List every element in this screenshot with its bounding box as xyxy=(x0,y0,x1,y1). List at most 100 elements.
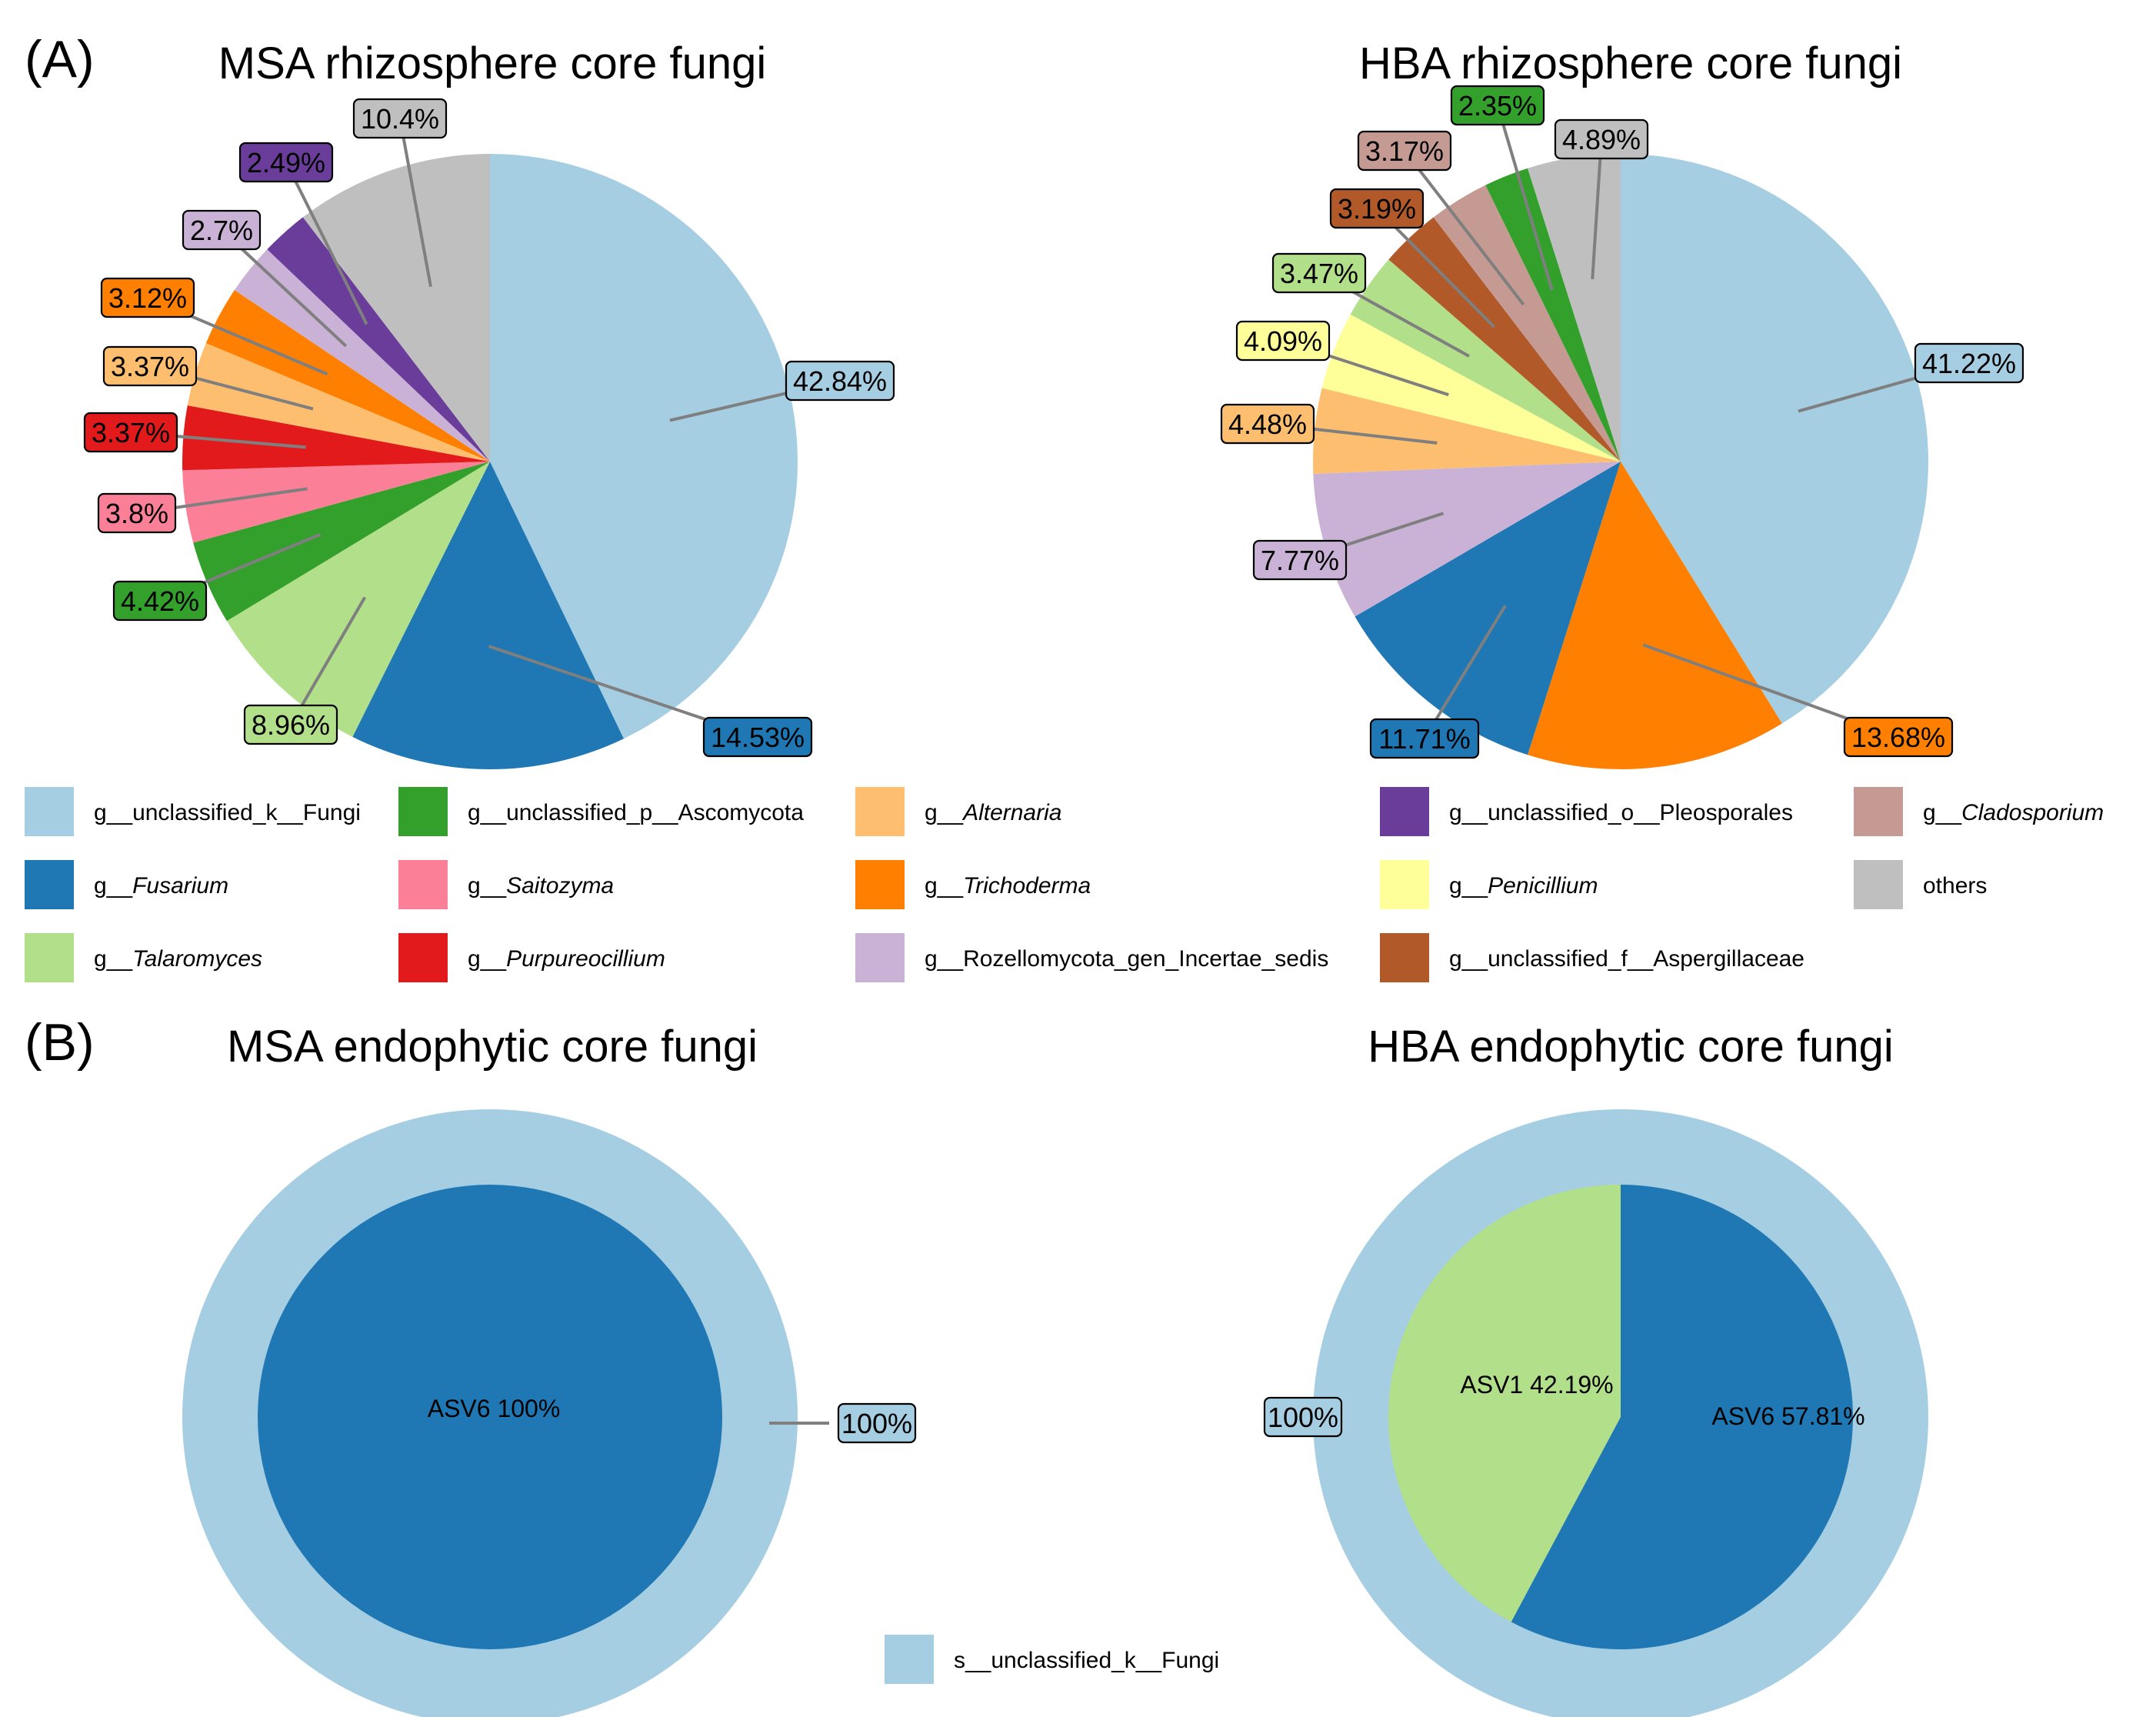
data-label-box xyxy=(112,580,208,622)
data-label: 100% xyxy=(841,1408,912,1439)
legend-item-others: others xyxy=(1854,860,1987,909)
pie-slice-g-unclassified-p-ascomycota xyxy=(193,462,490,622)
slice-label-g-rozellomycota-gen-incertae-sedis: 2.7% xyxy=(182,209,262,251)
data-label-box xyxy=(1357,130,1452,172)
data-label: 4.89% xyxy=(1562,124,1641,155)
data-label: 3.47% xyxy=(1280,258,1358,289)
pie-hba-endophytic: 100% ASV6 57.81% ASV1 42.19% xyxy=(1263,1109,1928,1717)
data-label: 3.19% xyxy=(1338,193,1416,225)
legend-label: g__Talaromyces xyxy=(94,946,262,972)
legend-item-g-talaromyces: g__Talaromyces xyxy=(25,933,262,982)
legend-swatch xyxy=(25,860,74,909)
pie-slice-g-fusarium xyxy=(352,462,624,769)
slice-label-g-trichoderma: 13.68% xyxy=(1843,716,1954,758)
chart-title-hba-rhizosphere: HBA rhizosphere core fungi xyxy=(1359,38,1902,88)
pie-slice-g-unclassified-p-ascomycota xyxy=(1485,168,1621,462)
data-label-box xyxy=(1914,342,2024,384)
slice-label-g-unclassified-f-aspergillaceae: 3.19% xyxy=(1329,188,1425,229)
inner-slice-asv6 xyxy=(1511,1185,1854,1649)
data-label: 3.37% xyxy=(92,417,170,448)
data-label-box xyxy=(785,360,895,402)
legend-swatch xyxy=(398,860,448,909)
legend-item-g-purpureocillium: g__Purpureocillium xyxy=(398,933,665,982)
pie-slice-g-rozellomycota-gen-incertae-sedis xyxy=(1313,462,1621,617)
pie-slice-g-penicillium xyxy=(1321,314,1621,462)
pie-slice-g-saitozyma xyxy=(182,462,490,543)
legend-swatch xyxy=(1380,860,1429,909)
legend-label: g__unclassified_p__Ascomycota xyxy=(468,800,804,825)
data-label-box xyxy=(1235,320,1331,362)
pie-slice-others xyxy=(1528,154,1621,462)
data-label-box xyxy=(1220,403,1315,445)
legend-swatch xyxy=(855,933,905,982)
legend-swatch xyxy=(885,1635,934,1684)
slice-label-g-rozellomycota-gen-incertae-sedis: 7.77% xyxy=(1252,539,1348,581)
data-label-box xyxy=(1843,716,1954,758)
pie-slice-g-talaromyces xyxy=(226,462,490,737)
legend-item-g-unclassified-p-ascomycota: g__unclassified_p__Ascomycota xyxy=(398,787,804,836)
legend-label: g__Trichoderma xyxy=(925,873,1091,899)
legend-item-g-unclassified-k-fungi: g__unclassified_k__Fungi xyxy=(25,787,361,836)
data-label: 100% xyxy=(1268,1402,1338,1433)
legend-label: g__Alternaria xyxy=(925,800,1061,825)
panel-label-b: (B) xyxy=(25,1013,95,1072)
legend-label: s__unclassified_k__Fungi xyxy=(954,1648,1219,1673)
slice-label-g-unclassified-k-fungi: 41.22% xyxy=(1914,342,2024,384)
data-label: 13.68% xyxy=(1851,722,1945,753)
leader-line xyxy=(285,162,368,325)
data-label-box xyxy=(100,277,195,318)
data-label: 14.53% xyxy=(711,722,805,753)
panel-label-a: (A) xyxy=(25,30,95,88)
data-label-box xyxy=(243,704,338,745)
leader-line xyxy=(1496,105,1554,291)
legend-label: g__Fusarium xyxy=(94,873,228,899)
pie-slice-g-unclassified-o-pleosporales xyxy=(267,217,490,462)
leader-line xyxy=(289,596,367,726)
legend-swatch xyxy=(1380,933,1429,982)
pie-slice-others xyxy=(302,154,490,462)
data-label-box xyxy=(182,209,262,251)
data-label-box xyxy=(83,412,178,453)
legend-item-g-unclassified-o-pleosporales: g__unclassified_o__Pleosporales xyxy=(1380,787,1793,836)
inner-label-asv1: ASV1 42.19% xyxy=(1460,1371,1613,1399)
legend-label: g__Purpureocillium xyxy=(468,946,665,972)
pie-slice-g-unclassified-k-fungi xyxy=(1621,154,1928,724)
legend-label: g__Penicillium xyxy=(1449,873,1598,899)
data-label-box xyxy=(1554,118,1649,160)
data-label-box xyxy=(1450,85,1545,126)
pie-slice-g-trichoderma xyxy=(1528,462,1782,769)
data-label-box xyxy=(1252,539,1348,581)
legend-item-g-trichoderma: g__Trichoderma xyxy=(855,860,1091,909)
slice-label-g-fusarium: 14.53% xyxy=(702,716,813,758)
inner-label-asv6: ASV6 57.81% xyxy=(1711,1402,1864,1430)
legend-label: g__unclassified_k__Fungi xyxy=(94,800,361,825)
data-label-box xyxy=(1263,1396,1343,1438)
outer-ring-label: 100% xyxy=(837,1402,917,1444)
data-label: 3.12% xyxy=(108,282,187,314)
legend-b: s__unclassified_k__Fungi xyxy=(885,1635,1219,1684)
pie-slice-g-purpureocillium xyxy=(182,405,490,471)
data-label: 42.84% xyxy=(793,365,887,397)
leader-line xyxy=(1423,605,1507,740)
data-label-box xyxy=(102,345,198,387)
data-label-box xyxy=(1329,188,1425,229)
data-label: 7.77% xyxy=(1261,545,1339,576)
chart-title-msa-rhizosphere: MSA rhizosphere core fungi xyxy=(218,38,766,88)
inner-label-asv6: ASV6 100% xyxy=(428,1395,561,1422)
pie-msa-rhizosphere: 42.84% 14.53% 8.96% 4.42% 3.8% 3.37% 3.37% 3.12… xyxy=(83,98,895,769)
legend-swatch xyxy=(25,933,74,982)
legend-swatch xyxy=(398,933,448,982)
slice-label-g-alternaria: 3.37% xyxy=(102,345,198,387)
data-label-box xyxy=(97,492,177,534)
outer-ring-label: 100% xyxy=(1263,1396,1343,1438)
inner-slice-asv6 xyxy=(258,1185,722,1649)
chart-title-hba-endophytic: HBA endophytic core fungi xyxy=(1368,1022,1894,1072)
data-label-box xyxy=(238,142,334,183)
data-label: 2.35% xyxy=(1458,90,1537,122)
slice-label-others: 10.4% xyxy=(352,98,448,139)
leader-line xyxy=(1403,149,1525,306)
pie-slice-g-cladosporium xyxy=(1433,185,1621,462)
legend-label: g__unclassified_f__Aspergillaceae xyxy=(1449,946,1804,972)
data-label-box xyxy=(1271,252,1367,294)
